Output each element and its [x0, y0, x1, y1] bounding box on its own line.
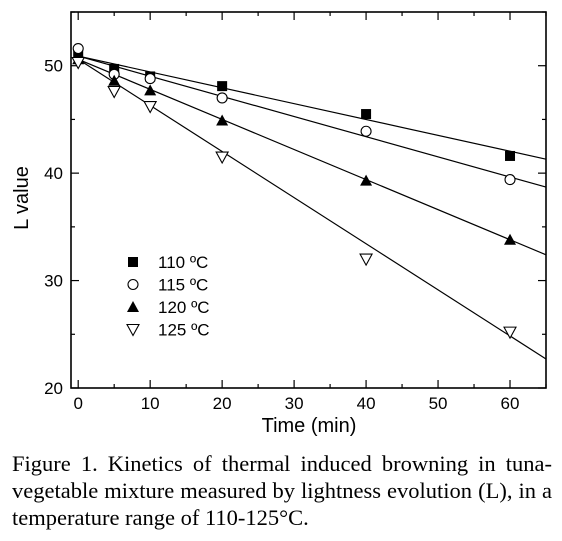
legend: 110 ºC 115 ºC 120 ºC 125 ºC: [126, 253, 210, 340]
data-point-series-1: [217, 81, 228, 92]
legend-marker-4: [126, 323, 140, 337]
data-point-series-4: [503, 326, 517, 340]
data-point-series-3: [108, 74, 121, 86]
x-tick-label: 30: [285, 394, 304, 413]
y-axis-label: L value: [11, 166, 33, 230]
data-point-series-4: [359, 253, 374, 267]
data-point-series-3: [144, 84, 157, 96]
fit-line-4: [77, 58, 547, 360]
fit-line-1: [78, 55, 547, 160]
data-point-series-1: [361, 109, 372, 120]
y-tick-label: 40: [44, 164, 63, 183]
data-point-series-2: [72, 42, 84, 55]
legend-label-2: 115 ºC: [158, 276, 208, 295]
data-point-series-4: [143, 100, 158, 114]
data-point-series-2: [504, 174, 516, 186]
legend-label-4: 125 ºC: [158, 321, 210, 340]
legend-marker-3: [127, 301, 139, 312]
data-point-series-2: [360, 125, 372, 137]
data-point-series-3: [216, 114, 229, 126]
fit-line-3: [77, 58, 547, 256]
x-tick-label: 10: [141, 394, 160, 413]
data-point-series-3: [360, 174, 373, 186]
x-tick-label: 20: [213, 394, 232, 413]
data-point-series-2: [144, 73, 156, 85]
figure-caption: Figure 1. Kinetics of thermal induced br…: [12, 451, 552, 530]
legend-label-1: 110 ºC: [158, 253, 208, 272]
data-point-series-3: [504, 233, 517, 245]
x-tick-label: 40: [357, 394, 376, 413]
y-tick-label: 30: [44, 272, 63, 291]
fit-line-2: [78, 55, 547, 188]
y-tick-label: 20: [44, 379, 63, 398]
legend-marker-1: [128, 257, 138, 267]
x-tick-label: 60: [501, 394, 520, 413]
data-point-series-1: [505, 150, 516, 161]
legend-marker-2: [127, 278, 139, 291]
data-point-series-4: [107, 85, 122, 99]
y-tick-label: 50: [44, 57, 63, 76]
x-tick-label: 0: [73, 394, 82, 413]
x-axis-label: Time (min): [262, 415, 357, 437]
x-tick-label: 50: [429, 394, 448, 413]
data-point-series-4: [71, 56, 86, 70]
plot-frame: [70, 11, 547, 389]
data-point-series-4: [215, 151, 230, 165]
data-point-series-2: [216, 92, 228, 104]
legend-label-3: 120 ºC: [158, 298, 210, 317]
